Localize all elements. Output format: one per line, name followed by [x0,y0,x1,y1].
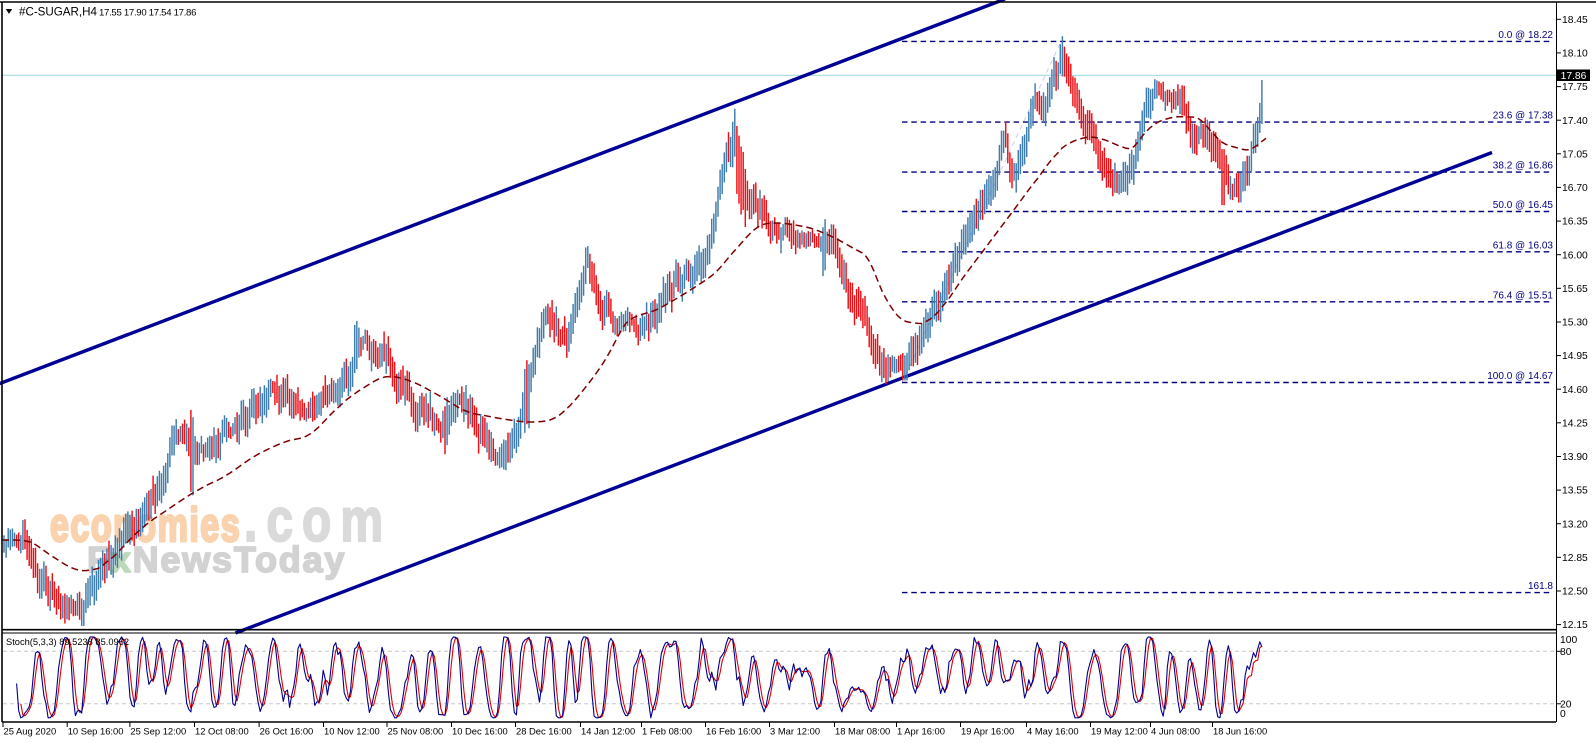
svg-text:16.35: 16.35 [1562,217,1588,228]
svg-text:18 Jun 16:00: 18 Jun 16:00 [1213,726,1267,737]
svg-text:#C-SUGAR,H4: #C-SUGAR,H4 [19,6,98,19]
svg-text:1 Feb 08:00: 1 Feb 08:00 [642,726,692,737]
svg-text:Stoch(5,3,3) 89.5238 85.0962: Stoch(5,3,3) 89.5238 85.0962 [6,637,129,647]
svg-text:12.50: 12.50 [1562,587,1588,598]
svg-text:16.70: 16.70 [1562,183,1588,194]
svg-text:25 Nov 08:00: 25 Nov 08:00 [388,726,444,737]
svg-text:19 May 12:00: 19 May 12:00 [1091,726,1148,737]
svg-text:26 Oct 16:00: 26 Oct 16:00 [260,726,314,737]
svg-text:17.86: 17.86 [1561,71,1587,82]
svg-text:17.05: 17.05 [1562,149,1588,160]
svg-text:12.85: 12.85 [1562,553,1588,564]
svg-text:18.10: 18.10 [1562,49,1588,60]
svg-text:17.40: 17.40 [1562,116,1588,127]
svg-text:100: 100 [1560,635,1577,646]
svg-text:13.90: 13.90 [1562,452,1588,463]
svg-text:1 Apr 16:00: 1 Apr 16:00 [897,726,945,737]
svg-text:19 Apr 16:00: 19 Apr 16:00 [961,726,1014,737]
svg-text:0: 0 [1560,709,1566,720]
svg-text:80: 80 [1560,647,1572,658]
svg-text:14.95: 14.95 [1562,351,1588,362]
svg-text:15.65: 15.65 [1562,284,1588,295]
svg-text:50.0 @ 16.45: 50.0 @ 16.45 [1493,200,1554,211]
svg-text:20: 20 [1560,699,1572,710]
svg-text:100.0 @ 14.67: 100.0 @ 14.67 [1487,371,1553,382]
svg-text:0.0 @ 18.22: 0.0 @ 18.22 [1498,30,1553,41]
svg-text:61.8 @ 16.03: 61.8 @ 16.03 [1493,240,1554,251]
svg-text:23.6 @ 17.38: 23.6 @ 17.38 [1493,111,1554,122]
svg-text:16.00: 16.00 [1562,250,1588,261]
svg-text:15.30: 15.30 [1562,318,1588,329]
svg-text:38.2 @ 16.86: 38.2 @ 16.86 [1493,161,1554,172]
svg-text:4 Jun 08:00: 4 Jun 08:00 [1151,726,1200,737]
svg-text:12.15: 12.15 [1562,620,1588,631]
svg-text:18.45: 18.45 [1562,15,1588,26]
svg-text:FxNewsToday: FxNewsToday [87,539,346,580]
svg-text:10 Nov 12:00: 10 Nov 12:00 [324,726,380,737]
svg-text:25 Aug 2020: 25 Aug 2020 [4,726,57,737]
svg-text:25 Sep 12:00: 25 Sep 12:00 [130,726,186,737]
svg-text:14.25: 14.25 [1562,418,1588,429]
svg-text:12 Oct 08:00: 12 Oct 08:00 [195,726,249,737]
svg-text:76.4 @ 15.51: 76.4 @ 15.51 [1493,290,1554,301]
svg-text:10 Sep 16:00: 10 Sep 16:00 [68,726,124,737]
svg-text:17.55 17.90 17.54 17.86: 17.55 17.90 17.54 17.86 [99,8,196,19]
svg-text:10 Dec 16:00: 10 Dec 16:00 [452,726,508,737]
svg-text:14.60: 14.60 [1562,385,1588,396]
svg-text:17.75: 17.75 [1562,82,1588,93]
svg-text:161.8: 161.8 [1528,581,1553,592]
svg-text:3 Mar 12:00: 3 Mar 12:00 [770,726,820,737]
svg-text:13.20: 13.20 [1562,519,1588,530]
svg-text:28 Dec 16:00: 28 Dec 16:00 [516,726,572,737]
svg-text:4 May 16:00: 4 May 16:00 [1027,726,1079,737]
svg-text:14 Jan 12:00: 14 Jan 12:00 [581,726,635,737]
svg-text:16 Feb 16:00: 16 Feb 16:00 [706,726,761,737]
svg-text:18 Mar 08:00: 18 Mar 08:00 [835,726,890,737]
svg-text:.com: .com [244,485,392,554]
svg-text:13.55: 13.55 [1562,486,1588,497]
